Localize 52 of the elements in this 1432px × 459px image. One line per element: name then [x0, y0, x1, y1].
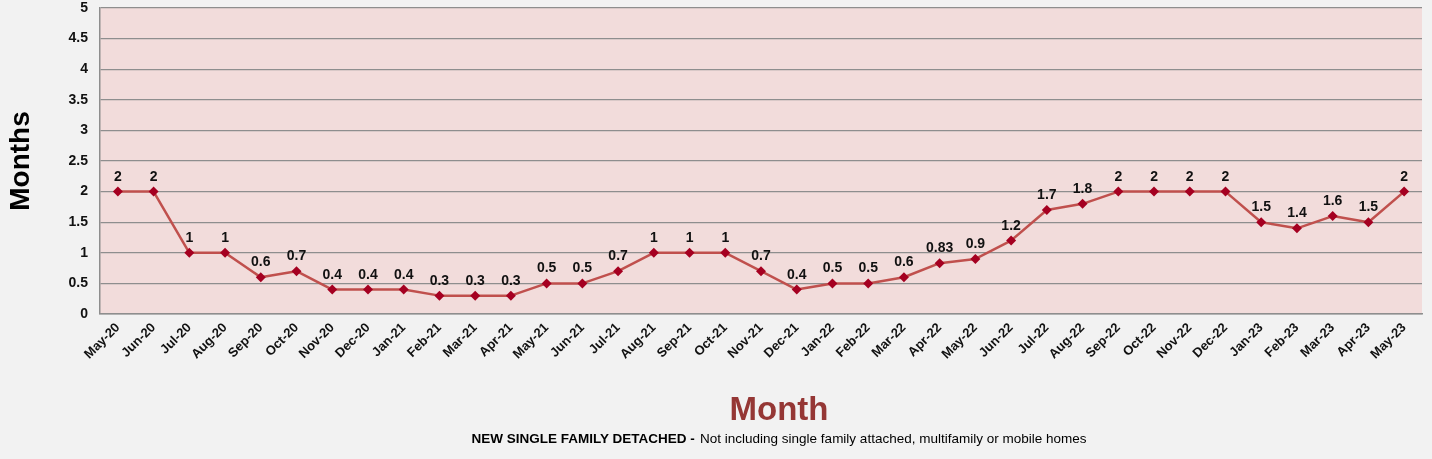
data-label: 0.7 — [751, 247, 771, 264]
data-label: 1.7 — [1037, 185, 1057, 202]
data-label: 1 — [649, 228, 658, 245]
data-label: 2 — [113, 167, 122, 184]
data-label: 0.4 — [322, 265, 343, 282]
data-label: 0.83 — [926, 239, 954, 256]
data-label: 0.6 — [894, 253, 914, 270]
data-label: 2 — [1150, 167, 1159, 184]
y-tick-label: 3.5 — [68, 90, 89, 107]
data-label: 0.4 — [393, 265, 414, 282]
data-label: 0.7 — [286, 247, 307, 264]
data-label: 0.3 — [501, 271, 521, 288]
data-label: 2 — [1114, 167, 1123, 184]
data-label: 0.4 — [787, 265, 807, 282]
data-label: 1.8 — [1072, 179, 1093, 196]
x-axis-title: Month — [729, 390, 829, 428]
data-label: 0.3 — [465, 271, 486, 288]
y-tick-label: 1 — [80, 243, 89, 260]
y-tick-label: 3 — [80, 121, 89, 138]
text: Not including single family attached, multifamily or mobile homes — [700, 430, 1087, 446]
data-label: 1 — [721, 228, 730, 245]
y-tick-label: 4.5 — [68, 29, 89, 46]
data-label: 1.4 — [1287, 204, 1307, 221]
data-label: 0.5 — [572, 259, 593, 276]
text: NEW SINGLE FAMILY DETACHED - — [471, 430, 695, 446]
data-label: 1.5 — [1251, 198, 1272, 215]
data-label: 1 — [221, 228, 230, 245]
data-label: 1.5 — [1358, 198, 1379, 215]
y-tick-label: 2 — [80, 182, 89, 199]
data-label: 0.5 — [536, 259, 557, 276]
y-tick-label: 1.5 — [68, 213, 89, 230]
y-tick-label: 0 — [80, 304, 89, 321]
y-tick-label: 2.5 — [68, 151, 89, 168]
data-label: 0.7 — [608, 247, 629, 264]
y-tick-label: 4 — [80, 60, 89, 77]
y-tick-label: 5 — [80, 0, 89, 15]
data-label: 1.6 — [1322, 192, 1343, 209]
data-label: 0.9 — [965, 234, 986, 251]
data-label: 0.4 — [358, 265, 378, 282]
data-label: 0.3 — [429, 271, 450, 288]
data-label: 2 — [149, 167, 158, 184]
data-label: 0.5 — [858, 259, 879, 276]
data-label: 2 — [1400, 167, 1409, 184]
data-label: 1 — [185, 228, 194, 245]
y-axis-title: Months — [3, 111, 35, 211]
data-label: 2 — [1221, 167, 1230, 184]
data-label: 0.6 — [251, 253, 271, 270]
data-label: 2 — [1185, 167, 1194, 184]
data-label: 0.5 — [822, 259, 843, 276]
y-tick-label: 0.5 — [68, 274, 89, 291]
data-label: 1.2 — [1001, 216, 1022, 233]
data-label: 1 — [685, 228, 694, 245]
